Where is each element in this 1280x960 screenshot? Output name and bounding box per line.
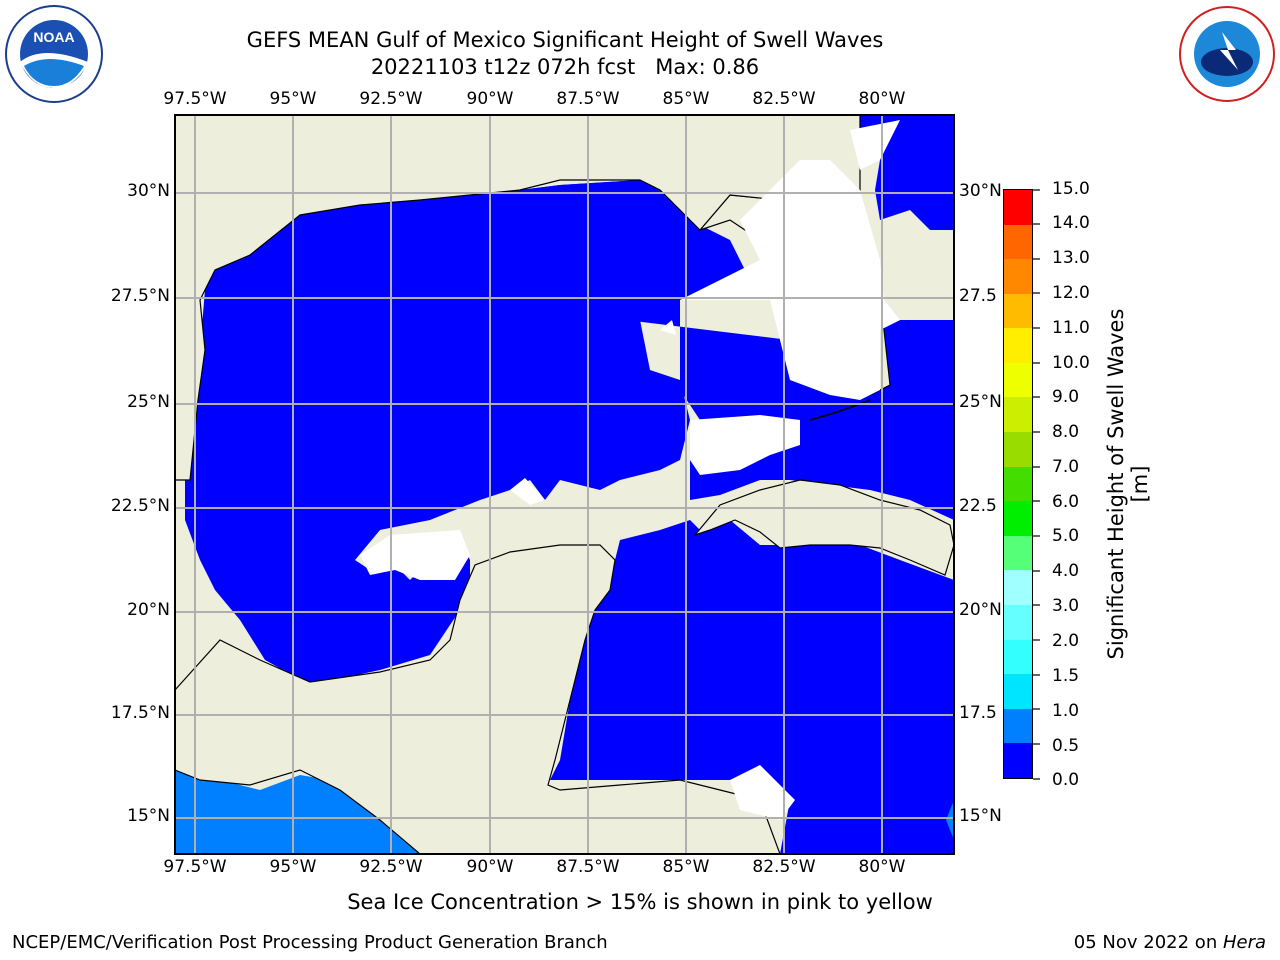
colorbar-tick: 7.0 — [1052, 457, 1080, 477]
lat-tick-left: 27.5°N — [110, 286, 170, 306]
cuba-island — [693, 479, 954, 576]
pacific-swell-region — [175, 770, 430, 854]
colorbar-segment — [1004, 708, 1032, 744]
colorbar-segment — [1004, 743, 1032, 778]
lon-tick-top: 92.5°W — [359, 89, 423, 109]
colorbar-segment — [1004, 189, 1032, 225]
colorbar-tick: 12.0 — [1052, 283, 1090, 303]
footer-credit: NCEP/EMC/Verification Post Processing Pr… — [12, 932, 608, 953]
colorbar-segment — [1004, 397, 1032, 433]
colorbar-segment — [1004, 432, 1032, 467]
colorbar-tick: 9.0 — [1052, 387, 1080, 407]
colorbar-segment — [1004, 570, 1032, 606]
colorbar-tick: 3.0 — [1052, 596, 1080, 616]
colorbar-tick-marks — [1033, 189, 1040, 780]
noaa-logo-icon: NOAA — [2, 4, 106, 112]
colorbar — [1003, 189, 1033, 779]
colorbar-label: Significant Height of Swell Waves [m] — [1104, 308, 1152, 660]
lat-tick-right: 15°N — [959, 806, 1002, 826]
lon-tick-bottom: 92.5°W — [359, 857, 423, 877]
lon-tick-bottom: 80°W — [858, 857, 906, 877]
svg-text:NOAA: NOAA — [33, 29, 74, 45]
colorbar-tick: 6.0 — [1052, 492, 1080, 512]
lon-tick-top: 97.5°W — [163, 89, 227, 109]
map-frame — [174, 114, 955, 855]
colorbar-tick: 10.0 — [1052, 353, 1090, 373]
colorbar-tick: 5.0 — [1052, 526, 1080, 546]
lat-tick-right: 20°N — [959, 600, 1002, 620]
colorbar-segment — [1004, 501, 1032, 536]
lon-tick-top: 82.5°W — [752, 89, 816, 109]
colorbar-tick: 4.0 — [1052, 561, 1080, 581]
lon-tick-bottom: 90°W — [466, 857, 514, 877]
colorbar-segment — [1004, 466, 1032, 502]
map-grid — [175, 115, 954, 854]
nws-logo-icon — [1176, 4, 1278, 108]
footer-date-text: 05 Nov 2022 on — [1073, 932, 1223, 953]
colorbar-segment — [1004, 259, 1032, 294]
lon-tick-bottom: 95°W — [269, 857, 317, 877]
lon-tick-top: 90°W — [466, 89, 514, 109]
footer-date: 05 Nov 2022 on Hera — [1074, 932, 1266, 953]
lat-tick-right: 27.5 — [959, 286, 997, 306]
missing-data-east — [680, 160, 900, 400]
lat-tick-right: 22.5 — [959, 496, 997, 516]
colorbar-tick: 0.0 — [1052, 770, 1080, 790]
colorbar-tick: 15.0 — [1052, 179, 1090, 199]
lat-tick-left: 25°N — [127, 392, 170, 412]
footer-machine: Hera — [1222, 932, 1266, 953]
colorbar-tick: 1.5 — [1052, 666, 1080, 686]
colorbar-tick: 8.0 — [1052, 422, 1080, 442]
lon-tick-top: 95°W — [269, 89, 317, 109]
colorbar-tick: 2.0 — [1052, 631, 1080, 651]
lon-tick-bottom: 82.5°W — [752, 857, 816, 877]
gulf-swell-region — [215, 180, 954, 854]
colorbar-segment — [1004, 328, 1032, 363]
lon-tick-bottom: 87.5°W — [556, 857, 620, 877]
lat-tick-right: 25°N — [959, 392, 1002, 412]
chart-title: GEFS MEAN Gulf of Mexico Significant Hei… — [246, 28, 884, 52]
colorbar-tick: 1.0 — [1052, 701, 1080, 721]
colorbar-segment — [1004, 535, 1032, 571]
lat-tick-right: 17.5 — [959, 703, 997, 723]
lat-tick-left: 22.5°N — [110, 496, 170, 516]
colorbar-segment — [1004, 224, 1032, 260]
colorbar-tick: 13.0 — [1052, 248, 1090, 268]
colorbar-segment — [1004, 362, 1032, 398]
lon-tick-top: 85°W — [662, 89, 710, 109]
lat-tick-left: 15°N — [127, 806, 170, 826]
chart-subtitle: 20221103 t12z 072h fcst Max: 0.86 — [370, 55, 760, 79]
lon-tick-top: 87.5°W — [556, 89, 620, 109]
gulf-swell-west — [185, 180, 700, 685]
lon-tick-top: 80°W — [858, 89, 906, 109]
lat-tick-left: 20°N — [127, 600, 170, 620]
lat-tick-left: 30°N — [127, 181, 170, 201]
lat-tick-left: 17.5°N — [110, 703, 170, 723]
colorbar-segment — [1004, 293, 1032, 329]
colorbar-tick: 14.0 — [1052, 213, 1090, 233]
colorbar-segment — [1004, 605, 1032, 640]
colorbar-segment — [1004, 674, 1032, 709]
colorbar-tick: 0.5 — [1052, 736, 1080, 756]
sea-ice-note: Sea Ice Concentration > 15% is shown in … — [347, 890, 933, 914]
lat-tick-right: 30°N — [959, 181, 1002, 201]
colorbar-tick: 11.0 — [1052, 318, 1090, 338]
lon-tick-bottom: 97.5°W — [163, 857, 227, 877]
lon-tick-bottom: 85°W — [662, 857, 710, 877]
keys-islands — [809, 399, 871, 421]
colorbar-segment — [1004, 639, 1032, 675]
